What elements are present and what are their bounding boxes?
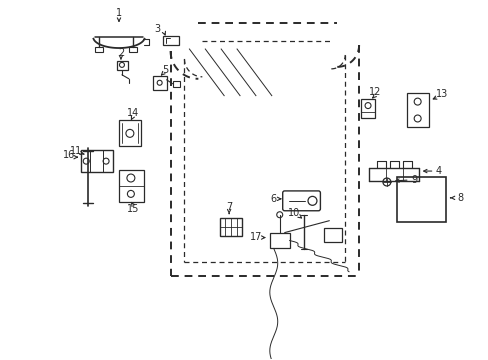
Bar <box>172 81 179 87</box>
Bar <box>95 47 103 52</box>
Bar <box>269 233 289 248</box>
Text: 2: 2 <box>118 48 124 58</box>
Text: 8: 8 <box>456 193 463 203</box>
Text: 7: 7 <box>225 202 232 212</box>
Text: 14: 14 <box>126 108 139 117</box>
Text: 15: 15 <box>126 204 139 214</box>
Text: 11: 11 <box>70 146 82 156</box>
Bar <box>152 76 166 90</box>
Text: 16: 16 <box>63 150 75 160</box>
Text: 5: 5 <box>162 65 168 75</box>
Text: 1: 1 <box>116 8 122 18</box>
Bar <box>406 93 427 127</box>
Text: 12: 12 <box>368 87 380 97</box>
Bar <box>324 228 342 242</box>
Bar <box>119 121 141 146</box>
Bar <box>117 61 128 70</box>
Text: 6: 6 <box>270 194 276 204</box>
Bar <box>163 36 178 45</box>
Text: 10: 10 <box>287 208 299 218</box>
Bar <box>81 150 113 172</box>
Text: 13: 13 <box>435 89 447 99</box>
Text: 4: 4 <box>434 166 441 176</box>
Bar <box>129 47 137 52</box>
Bar <box>360 99 374 118</box>
Bar <box>119 170 143 202</box>
Text: 17: 17 <box>249 231 262 242</box>
Bar <box>396 177 446 222</box>
Bar <box>220 218 242 235</box>
Text: 3: 3 <box>154 24 161 34</box>
Text: 9: 9 <box>411 175 417 185</box>
